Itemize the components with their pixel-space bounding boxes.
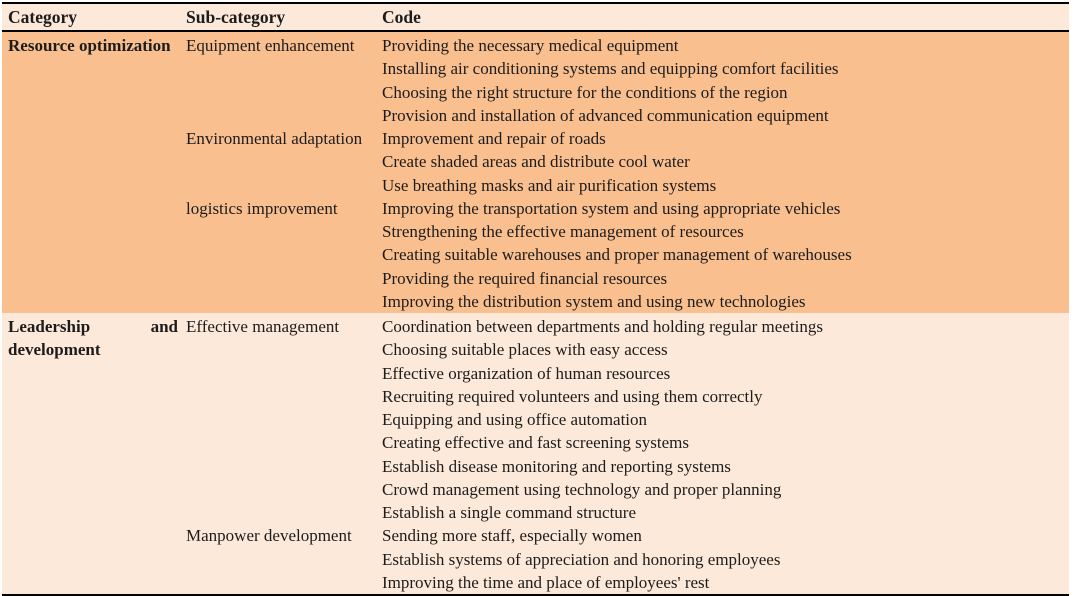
code-cell: Choosing suitable places with easy acces…	[382, 340, 668, 360]
header-code: Code	[382, 6, 421, 27]
table-body: Resource optimization Equipment enhanceme…	[2, 32, 1069, 594]
code-cell: Crowd management using technology and pr…	[382, 479, 782, 499]
code-cell: Effective organization of human resource…	[382, 363, 671, 383]
category-group: Leadership and development Effective mana…	[2, 313, 1069, 594]
category-cell: Leadership and development	[8, 317, 178, 360]
category-group: Resource optimization Equipment enhanceme…	[2, 32, 1069, 313]
code-cell: Establish systems of appreciation and ho…	[382, 549, 781, 569]
code-cell: Creating suitable warehouses and proper …	[382, 245, 852, 265]
code-cell: Strengthening the effective management o…	[382, 222, 744, 241]
code-cell: Improving the transportation system and …	[382, 198, 841, 218]
table-header-row: Category Sub-category Code	[2, 4, 1069, 32]
header-subcategory: Sub-category	[186, 6, 286, 27]
code-cell: Equipping and using office automation	[382, 410, 648, 429]
code-cell: Establish a single command structure	[382, 503, 636, 522]
code-cell: Installing air conditioning systems and …	[382, 59, 839, 79]
code-cell: Recruiting required volunteers and using…	[382, 386, 763, 406]
code-cell: Sending more staff, especially women	[382, 526, 642, 546]
code-cell: Provision and installation of advanced c…	[382, 105, 829, 125]
code-cell: Improving the distribution system and us…	[382, 291, 806, 311]
code-cell: Establish disease monitoring and reporti…	[382, 456, 731, 476]
subcategory-cell: Manpower development	[186, 526, 352, 546]
code-cell: Improvement and repair of roads	[382, 129, 606, 148]
header-category: Category	[8, 6, 78, 27]
subcategory-cell: logistics improvement	[186, 198, 338, 218]
code-cell: Providing the required financial resourc…	[382, 268, 668, 288]
subcategory-cell: Effective management	[186, 317, 340, 336]
code-cell: Choosing the right structure for the con…	[382, 82, 788, 102]
subcategory-cell: Environmental adaptation	[186, 129, 363, 148]
category-cell: Resource optimization	[8, 36, 171, 55]
code-cell: Coordination between departments and hol…	[382, 317, 823, 336]
code-cell: Creating effective and fast screening sy…	[382, 433, 689, 453]
subcategory-cell: Equipment enhancement	[186, 36, 355, 55]
code-cell: Providing the necessary medical equipmen…	[382, 36, 679, 55]
code-cell: Create shaded areas and distribute cool …	[382, 152, 690, 172]
code-cell: Use breathing masks and air purification…	[382, 175, 717, 195]
code-cell: Improving the time and place of employee…	[382, 572, 710, 592]
